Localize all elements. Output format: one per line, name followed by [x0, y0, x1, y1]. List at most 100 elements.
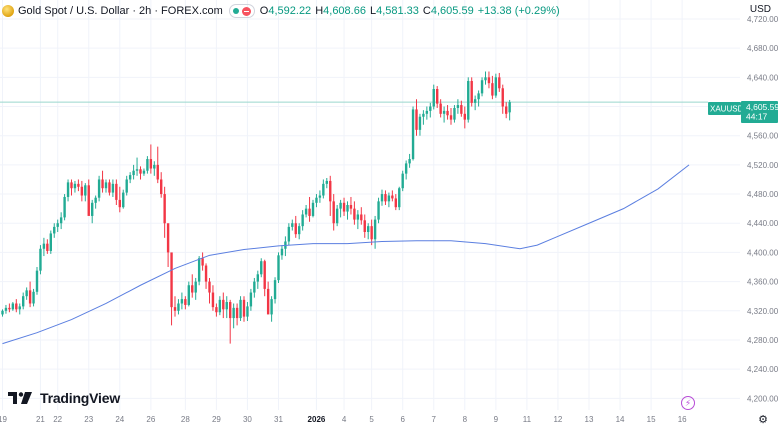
high-label: H: [315, 5, 324, 17]
candle-body: [239, 299, 242, 319]
candle-body: [373, 219, 377, 240]
candle-body: [1, 310, 4, 315]
candle-body: [367, 226, 370, 232]
tradingview-watermark[interactable]: TradingView: [8, 390, 120, 406]
candle-body: [146, 159, 149, 171]
legend: Gold Spot / U.S. Dollar · 2h · FOREX.com…: [0, 3, 560, 19]
candle-body: [501, 88, 504, 107]
candle-body: [125, 179, 128, 193]
y-tick-label: 4,360.00: [747, 278, 779, 287]
candle-body: [494, 77, 498, 96]
candle-body: [287, 226, 291, 242]
candle-body: [28, 290, 32, 304]
high-value: 4,608.66: [323, 5, 366, 17]
candle-body: [315, 197, 318, 203]
candle-body: [135, 169, 139, 171]
candle-body: [160, 179, 163, 195]
candle-body: [111, 183, 115, 193]
candle-body: [101, 179, 104, 189]
candle-body: [456, 105, 460, 108]
candle-body: [294, 223, 297, 235]
candle-body: [49, 233, 52, 251]
candle-body: [91, 202, 94, 216]
candle-body: [266, 288, 270, 315]
close-label: C: [422, 5, 431, 17]
candle-body: [35, 270, 39, 292]
candle-body: [277, 255, 280, 281]
x-tick-label: 8: [463, 415, 468, 424]
candle-body: [66, 182, 70, 197]
candle-body: [53, 226, 56, 234]
candle-body: [329, 180, 332, 202]
candle-body: [463, 113, 466, 120]
y-tick-label: 4,640.00: [747, 73, 779, 82]
candle-body: [498, 77, 501, 89]
status-pill[interactable]: [228, 4, 255, 18]
candle-body: [260, 261, 263, 275]
candle-body: [108, 182, 111, 193]
candle-body: [208, 281, 211, 293]
candle-body: [398, 188, 401, 208]
x-tick-label: 15: [647, 415, 656, 424]
candle-body: [97, 179, 101, 198]
candle-body: [487, 77, 491, 84]
y-tick-label: 4,720.00: [747, 15, 779, 24]
candle-body: [460, 105, 463, 114]
candle-body: [194, 281, 197, 293]
candle-body: [349, 205, 353, 209]
candle-body: [56, 223, 59, 227]
candle-body: [8, 307, 11, 310]
candle-body: [115, 183, 118, 200]
candle-body: [166, 223, 170, 253]
x-tick-label: 23: [84, 415, 93, 424]
x-tick-label: 31: [274, 415, 283, 424]
x-tick-label: 29: [212, 415, 221, 424]
gear-icon[interactable]: ⚙: [758, 413, 768, 426]
currency-label[interactable]: USD: [749, 4, 771, 15]
candle-body: [191, 285, 194, 293]
candle-body: [280, 248, 284, 256]
x-tick-label: 4: [342, 415, 347, 424]
x-tick-label: 24: [115, 415, 124, 424]
low-value: 4,581.33: [376, 5, 419, 17]
candle-body: [187, 285, 190, 305]
x-tick-label: 21: [36, 415, 45, 424]
candle-body: [408, 159, 411, 164]
x-tick-label: 19: [0, 415, 7, 424]
candle-body: [42, 243, 46, 249]
candle-body: [401, 173, 404, 189]
candle-body: [473, 99, 477, 103]
y-tick-label: 4,200.00: [747, 394, 779, 403]
time-axis[interactable]: 19 21 22 23 24 26 28 29 30 31 2026 4 5 6 7 8 9 11 12 13 14 15…: [0, 415, 687, 424]
candles: [1, 71, 511, 344]
candle-body: [505, 106, 508, 114]
candle-body: [39, 248, 42, 271]
gold-coin-icon: [2, 5, 14, 17]
change-value: +13.38 (+0.29%): [477, 5, 560, 17]
candle-body: [25, 290, 28, 297]
countdown-label: 44:17: [746, 112, 768, 122]
candle-body: [273, 280, 277, 300]
y-tick-label: 4,320.00: [747, 307, 779, 316]
candle-body: [263, 261, 266, 289]
candle-body: [118, 199, 121, 208]
candle-body: [353, 208, 356, 220]
candle-body: [256, 274, 259, 282]
lightning-icon[interactable]: ⚡: [681, 396, 695, 410]
candle-body: [377, 201, 380, 220]
candle-body: [246, 306, 249, 317]
x-tick-label: 28: [181, 415, 190, 424]
symbol-title[interactable]: Gold Spot / U.S. Dollar · 2h · FOREX.com: [18, 5, 223, 17]
candle-body: [304, 208, 308, 215]
candle-body: [222, 299, 225, 310]
price-axis[interactable]: 4,720.004,680.004,640.004,600.004,560.00…: [747, 15, 779, 403]
candle-body: [346, 205, 349, 212]
x-tick-label: 30: [243, 415, 252, 424]
candle-body: [204, 265, 208, 282]
candle-body: [4, 307, 8, 311]
symbol-tag: XAUUSD: [710, 105, 744, 114]
candle-body: [442, 110, 446, 114]
candle-body: [32, 291, 35, 304]
